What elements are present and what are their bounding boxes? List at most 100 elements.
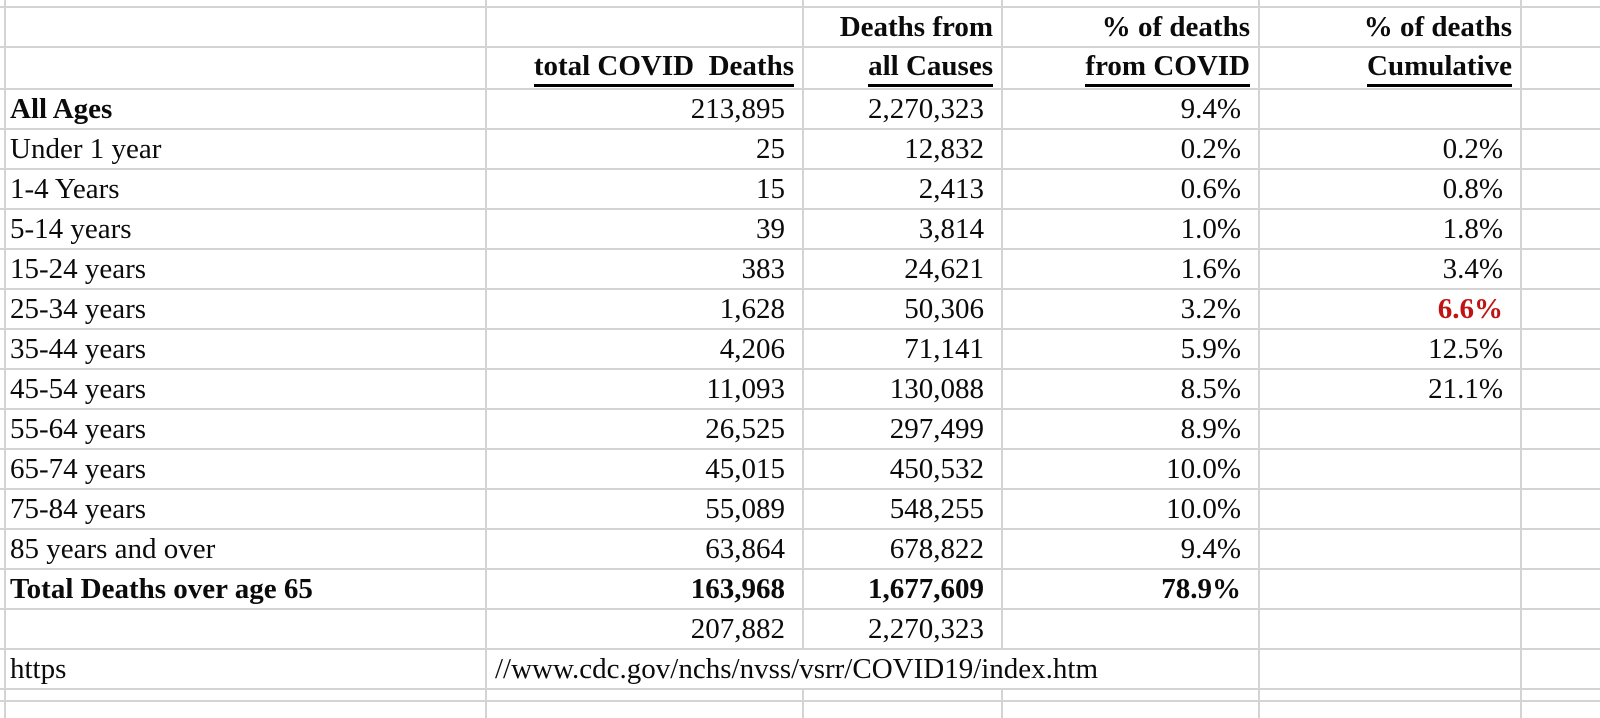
row-label-cell: 25-34 years (0, 290, 487, 330)
header-text: % of deaths (1363, 10, 1512, 43)
spacer-cell (1003, 690, 1260, 702)
url-path-cell: //www.cdc.gov/nchs/nvss/vsrr/COVID19/ind… (487, 650, 1260, 690)
header-pct-covid-line1: % of deaths (1003, 8, 1260, 48)
spacer-cell (1522, 650, 1600, 690)
all-causes-cell: 71,141 (804, 330, 1003, 370)
pct-covid-cell: 0.6% (1003, 170, 1260, 210)
pct-covid-cell: 8.9% (1003, 410, 1260, 450)
row-label-cell: 35-44 years (0, 330, 487, 370)
row-label-cell: 5-14 years (0, 210, 487, 250)
pct-covid-cell: 10.0% (1003, 490, 1260, 530)
spacer-cell (1522, 90, 1600, 130)
spacer-cell (804, 0, 1003, 8)
header-text-underlined: total COVID Deaths (533, 50, 794, 87)
all-causes-cell: 2,270,323 (804, 90, 1003, 130)
spacer-cell (1522, 450, 1600, 490)
pct-cumulative-cell: 6.6% (1260, 290, 1522, 330)
pct-cumulative-cell: 12.5% (1260, 330, 1522, 370)
pct-cumulative-cell: 1.8% (1260, 210, 1522, 250)
header-pct-cumulative-line2: Cumulative (1260, 48, 1522, 90)
header-text-underlined: Cumulative (1367, 50, 1512, 87)
covid-deaths-cell: 1,628 (487, 290, 804, 330)
pct-covid-cell: 8.5% (1003, 370, 1260, 410)
row-label-cell: All Ages (0, 90, 487, 130)
row-label-cell: 45-54 years (0, 370, 487, 410)
pct-covid-cell: 10.0% (1003, 450, 1260, 490)
covid-deaths-cell: 63,864 (487, 530, 804, 570)
header-text: % of deaths (1101, 10, 1250, 43)
pct-cumulative-cell (1260, 90, 1522, 130)
header-pct-covid-line2: from COVID (1003, 48, 1260, 90)
all-causes-cell: 3,814 (804, 210, 1003, 250)
header-age-blank (0, 48, 487, 90)
header-text-underlined: all Causes (868, 50, 993, 87)
pct-covid-cell: 1.0% (1003, 210, 1260, 250)
pct-cumulative-cell (1260, 450, 1522, 490)
spacer-cell (1522, 570, 1600, 610)
pct-covid-cell: 3.2% (1003, 290, 1260, 330)
spacer-cell (1522, 410, 1600, 450)
pct-cumulative-cell (1260, 410, 1522, 450)
spacer-cell (1522, 702, 1600, 718)
spacer-cell (1522, 370, 1600, 410)
all-causes-cell: 12,832 (804, 130, 1003, 170)
spacer-cell (1522, 330, 1600, 370)
covid-deaths-cell: 55,089 (487, 490, 804, 530)
covid-deaths-cell: 213,895 (487, 90, 804, 130)
spacer-cell (1522, 490, 1600, 530)
all-causes-cell: 1,677,609 (804, 570, 1003, 610)
header-pct-cumulative-line1: % of deaths (1260, 8, 1522, 48)
header-age-blank (0, 8, 487, 48)
all-causes-cell: 2,270,323 (804, 610, 1003, 650)
row-label-cell: Under 1 year (0, 130, 487, 170)
spacer-cell (1522, 690, 1600, 702)
all-causes-cell: 678,822 (804, 530, 1003, 570)
pct-covid-cell: 78.9% (1003, 570, 1260, 610)
covid-deaths-cell: 25 (487, 130, 804, 170)
row-label-cell: 65-74 years (0, 450, 487, 490)
spacer-cell (1003, 0, 1260, 8)
row-label-cell: 75-84 years (0, 490, 487, 530)
pct-covid-cell: 9.4% (1003, 90, 1260, 130)
pct-cumulative-cell: 3.4% (1260, 250, 1522, 290)
covid-deaths-cell: 207,882 (487, 610, 804, 650)
covid-deaths-cell: 45,015 (487, 450, 804, 490)
pct-cumulative-cell (1260, 490, 1522, 530)
covid-deaths-cell: 383 (487, 250, 804, 290)
url-scheme-cell: https (0, 650, 487, 690)
spacer-cell (1522, 130, 1600, 170)
spacer-cell (0, 690, 487, 702)
spacer-cell (1003, 702, 1260, 718)
header-total-covid-deaths: total COVID Deaths (487, 48, 804, 90)
covid-deaths-cell: 11,093 (487, 370, 804, 410)
pct-covid-cell: 9.4% (1003, 530, 1260, 570)
spacer-cell (804, 690, 1003, 702)
row-label-cell: 85 years and over (0, 530, 487, 570)
all-causes-cell: 50,306 (804, 290, 1003, 330)
left-gridline (4, 0, 6, 718)
row-label-cell: 1-4 Years (0, 170, 487, 210)
all-causes-cell: 297,499 (804, 410, 1003, 450)
pct-cumulative-cell (1260, 650, 1522, 690)
pct-covid-cell (1003, 610, 1260, 650)
spacer-cell (804, 702, 1003, 718)
spacer-cell (1522, 170, 1600, 210)
covid-deaths-cell: 15 (487, 170, 804, 210)
pct-cumulative-cell (1260, 610, 1522, 650)
pct-covid-cell: 5.9% (1003, 330, 1260, 370)
pct-covid-cell: 1.6% (1003, 250, 1260, 290)
covid-deaths-cell: 163,968 (487, 570, 804, 610)
covid-deaths-cell: 39 (487, 210, 804, 250)
covid-deaths-cell: 26,525 (487, 410, 804, 450)
pct-covid-cell: 0.2% (1003, 130, 1260, 170)
all-causes-cell: 450,532 (804, 450, 1003, 490)
spacer-cell (487, 0, 804, 8)
pct-cumulative-cell: 0.2% (1260, 130, 1522, 170)
spacer-cell (487, 702, 804, 718)
spacer-cell (1522, 290, 1600, 330)
spacer-cell (1522, 210, 1600, 250)
header-text-underlined: from COVID (1085, 50, 1250, 87)
row-label-cell: Total Deaths over age 65 (0, 570, 487, 610)
